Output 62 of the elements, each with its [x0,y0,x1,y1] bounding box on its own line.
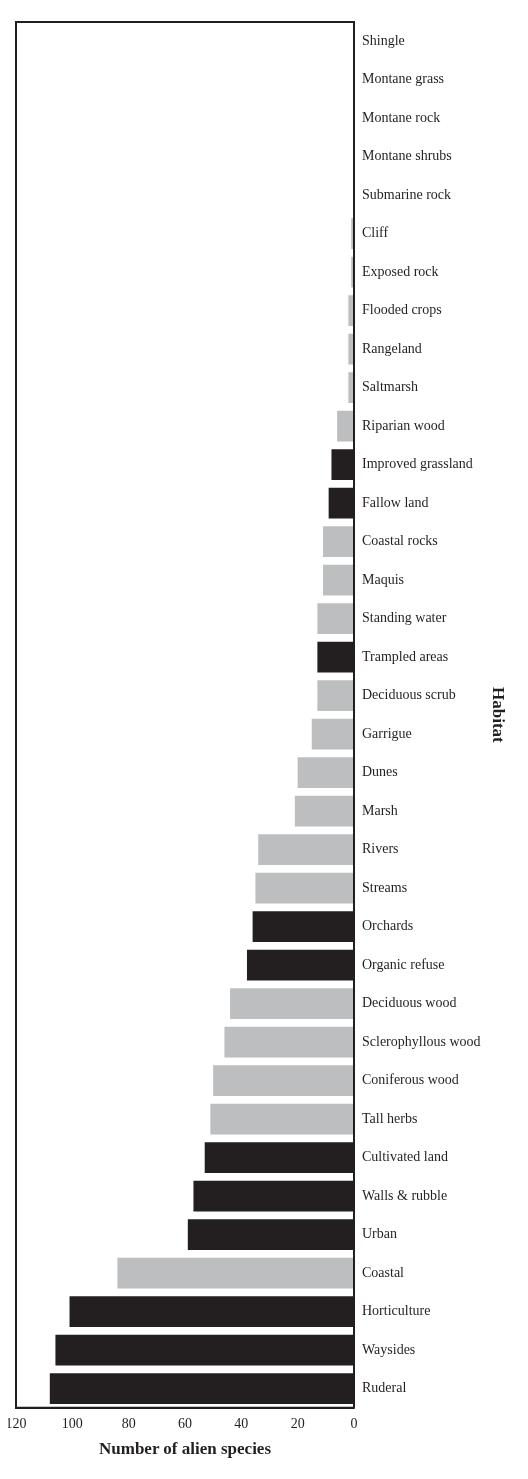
bar [117,1257,354,1289]
bar [311,718,354,750]
x-tick-label: 60 [178,1415,192,1431]
bar [348,295,354,327]
bar [258,834,354,866]
y-tick-label: Garrigue [362,725,412,741]
y-tick-label: Marsh [362,802,398,818]
y-tick-label: Dunes [362,764,398,780]
bar [294,795,354,827]
bar [317,680,354,712]
y-axis-title: Habitat [489,687,509,744]
bar [317,603,354,635]
y-tick-label: Coastal rocks [362,533,438,549]
x-tick-label: 80 [121,1415,136,1431]
y-tick-label: Tall herbs [362,1110,418,1126]
bar [297,757,354,789]
y-tick-label: Coastal [362,1264,405,1280]
x-tick-label: 20 [290,1415,305,1431]
bar [348,372,354,404]
y-tick-label: Streams [362,879,408,895]
bar [224,1026,354,1058]
y-tick-label: Waysides [362,1341,416,1357]
y-tick-label: Orchards [362,918,414,934]
x-tick-label: 0 [350,1415,358,1431]
y-tick-label: Riparian wood [362,417,445,433]
y-tick-label: Maquis [362,571,404,587]
y-tick-label: Montane grass [362,71,445,87]
y-tick-label: Deciduous scrub [362,687,456,703]
y-tick-label: Rangeland [362,340,422,356]
x-axis-title: Number of alien species [98,1439,272,1459]
y-tick-label: Trampled areas [362,648,449,664]
y-tick-label: Organic refuse [362,956,445,972]
bar [348,333,354,365]
y-tick-label: Rivers [362,841,399,857]
y-tick-label: Saltmarsh [362,379,418,395]
y-tick-label: Walls & rubble [362,1187,448,1203]
x-tick-label: 40 [234,1415,249,1431]
y-tick-label: Montane rock [362,109,441,125]
y-tick-label: Deciduous wood [362,995,457,1011]
bar [337,410,354,442]
y-tick-label: Shingle [362,32,405,48]
y-tick-label: Cultivated land [362,1149,448,1165]
y-tick-label: Horticulture [362,1303,431,1319]
y-tick-label: Fallow land [362,494,429,510]
y-tick-label: Urban [362,1226,397,1242]
y-tick-label: Submarine rock [362,186,452,202]
y-tick-label: Coniferous wood [362,1072,459,1088]
y-tick-label: Sclerophyllous wood [362,1033,481,1049]
y-tick-label: Standing water [362,610,447,626]
y-tick-label: Ruderal [362,1380,407,1396]
bar [230,988,354,1020]
bar [323,526,354,558]
bar [323,564,354,596]
x-tick-label: 100 [61,1415,83,1431]
bar [210,1103,354,1135]
y-tick-label: Cliff [362,225,389,241]
y-tick-label: Montane shrubs [362,148,452,164]
y-tick-label: Flooded crops [362,302,442,318]
y-tick-label: Improved grassland [362,456,473,472]
bar [213,1065,354,1096]
bar [255,872,354,904]
y-tick-label: Exposed rock [362,263,439,279]
